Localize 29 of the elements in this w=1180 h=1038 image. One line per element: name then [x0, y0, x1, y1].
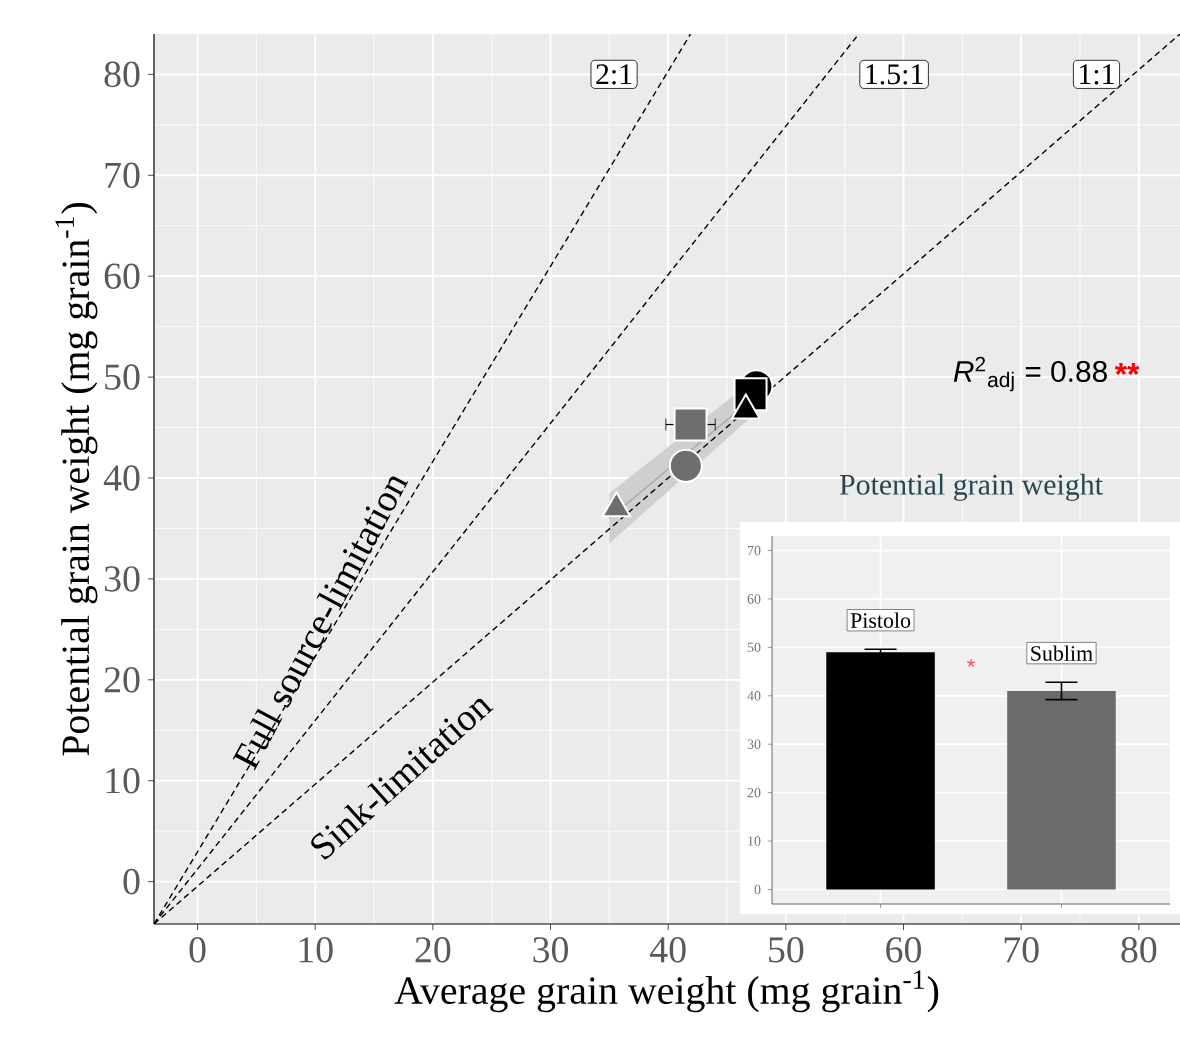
x-tick-label: 40 [650, 937, 686, 963]
y-tick-label: 0 [123, 868, 140, 895]
x-axis-title: Average grain weight (mg grain$^{-1}$) [394, 970, 939, 1013]
x-tick-label: Sublim [1031, 645, 1093, 661]
x-tick-label: 0 [189, 937, 206, 963]
annotation: * [967, 659, 975, 667]
x-tick-label: 20 [415, 937, 451, 963]
x-tick-label: 10 [299, 937, 333, 963]
annotation: 2:1 [596, 64, 632, 85]
y-tick-label: 80 [104, 61, 140, 88]
chart-title: Potential grain weight [839, 473, 1103, 501]
annotation: R$^{2}$$_{adj}$ = 0.88 [953, 356, 1107, 392]
y-tick-label: 30 [104, 566, 140, 592]
y-axis-title: Potential grain weight (mg grain$^{-1}$) [55, 203, 98, 756]
x-tick-label: 30 [533, 937, 568, 963]
y-tick-label: 60 [104, 263, 140, 289]
annotation: 1.5:1 [866, 64, 923, 85]
x-tick-label: 70 [1004, 937, 1039, 963]
x-tick-label: 80 [1121, 937, 1157, 963]
y-tick-label: 40 [103, 465, 140, 491]
x-tick-label: Pistolo [850, 612, 911, 628]
annotation: ** [1114, 363, 1140, 375]
x-tick-label: 50 [769, 937, 804, 963]
x-tick-label: 60 [886, 937, 921, 963]
y-tick-label: 50 [105, 364, 140, 390]
annotation: 1:1 [1080, 64, 1114, 85]
y-tick-label: 70 [105, 162, 140, 189]
y-tick-label: 10 [106, 767, 140, 794]
y-tick-label: 20 [104, 667, 140, 693]
